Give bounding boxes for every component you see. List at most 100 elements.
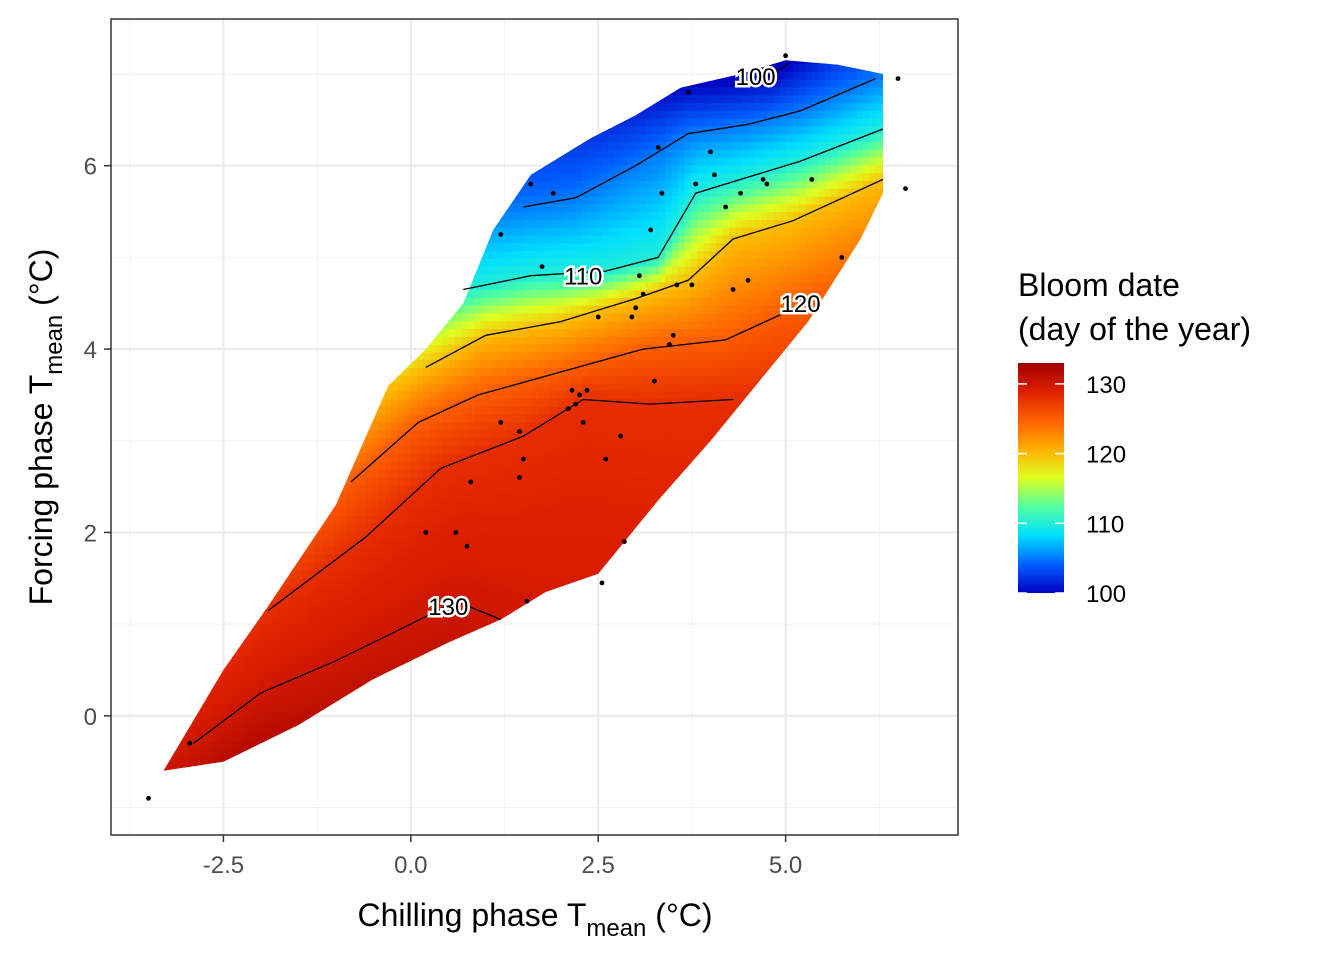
heat-cell: [365, 562, 373, 571]
heat-cell: [314, 624, 322, 633]
heat-cell: [384, 609, 392, 618]
heat-cell: [276, 686, 284, 696]
heat-cell: [263, 694, 271, 704]
heat-cell: [238, 718, 246, 727]
heat-cell: [372, 476, 380, 485]
heat-cell: [257, 632, 265, 641]
heat-cell: [397, 640, 405, 649]
heat-cell: [302, 601, 310, 610]
heat-cell: [295, 679, 303, 688]
heat-cell: [232, 655, 240, 665]
heat-cell: [353, 476, 361, 485]
heat-cell: [391, 515, 399, 524]
heat-cell: [302, 593, 310, 602]
heat-cell: [263, 647, 271, 657]
heat-cell: [353, 679, 361, 688]
heat-cell: [372, 624, 380, 633]
heat-cell: [378, 554, 386, 563]
heat-cell: [295, 702, 303, 711]
heat-cell: [410, 624, 418, 633]
heat-cell: [391, 421, 399, 431]
heat-cell: [276, 632, 284, 641]
heat-cell: [365, 585, 373, 595]
heat-cell: [391, 375, 399, 384]
heat-cell: [212, 749, 220, 758]
heat-cell: [359, 531, 367, 540]
heat-cell: [308, 632, 316, 641]
heat-cell: [206, 757, 214, 766]
heat-cell: [372, 609, 380, 618]
heat-cell: [302, 663, 310, 672]
heat-cell: [365, 647, 373, 657]
heat-cell: [353, 647, 361, 657]
heat-cell: [200, 718, 208, 727]
heat-cell: [340, 585, 348, 595]
heat-cell: [391, 562, 399, 571]
heat-cell: [359, 577, 367, 587]
heat-cell: [353, 523, 361, 532]
heat-cell: [238, 663, 246, 672]
heat-cell: [212, 718, 220, 727]
heat-cell: [346, 484, 354, 493]
heat-cell: [314, 655, 322, 665]
heat-cell: [404, 468, 412, 478]
heat-cell: [187, 725, 195, 735]
heat-cell: [225, 663, 233, 672]
heat-cell: [289, 616, 297, 626]
heat-cell: [206, 725, 214, 735]
heat-cell: [346, 538, 354, 548]
heat-cell: [384, 546, 392, 556]
heat-cell: [244, 655, 252, 665]
heat-cell: [340, 538, 348, 548]
heat-cell: [327, 601, 335, 610]
heat-cell: [397, 460, 405, 470]
heat-cell: [327, 531, 335, 540]
heat-cell: [333, 499, 341, 509]
heat-cell: [295, 671, 303, 680]
heat-cell: [410, 632, 418, 641]
heat-cell: [359, 663, 367, 672]
heat-cell: [378, 562, 386, 571]
heat-cell: [346, 655, 354, 665]
heat-cell: [397, 585, 405, 595]
heat-cell: [257, 655, 265, 665]
heat-cell: [378, 577, 386, 587]
heat-cell: [308, 710, 316, 719]
heat-cell: [321, 632, 329, 641]
heat-cell: [251, 671, 259, 680]
heat-cell: [353, 538, 361, 548]
heat-cell: [295, 647, 303, 657]
heat-cell: [353, 554, 361, 563]
heat-cell: [397, 546, 405, 556]
heat-cell: [372, 414, 380, 423]
heat-cell: [365, 538, 373, 548]
heat-cell: [333, 686, 341, 696]
heat-cell: [391, 640, 399, 649]
heat-cell: [308, 554, 316, 563]
heat-cell: [219, 686, 227, 696]
heat-cell: [391, 382, 399, 392]
heat-cell: [410, 601, 418, 610]
heat-cell: [365, 453, 373, 462]
heat-cell: [206, 733, 214, 743]
heat-cell: [346, 671, 354, 680]
heat-cell: [295, 718, 303, 727]
heat-cell: [276, 702, 284, 711]
heat-cell: [270, 686, 278, 696]
heat-cell: [174, 764, 182, 771]
heat-cell: [384, 460, 392, 470]
heat-cell: [302, 679, 310, 688]
heat-cell: [372, 507, 380, 517]
heat-cell: [327, 538, 335, 548]
heat-cell: [295, 609, 303, 618]
heat-cell: [270, 671, 278, 680]
heat-cell: [359, 562, 367, 571]
heat-cell: [365, 531, 373, 540]
heat-cell: [276, 694, 284, 704]
heat-cell: [257, 679, 265, 688]
heat-cell: [327, 671, 335, 680]
heat-cell: [404, 507, 412, 517]
heat-cell: [238, 679, 246, 688]
heat-cell: [353, 570, 361, 579]
heat-cell: [181, 757, 189, 766]
